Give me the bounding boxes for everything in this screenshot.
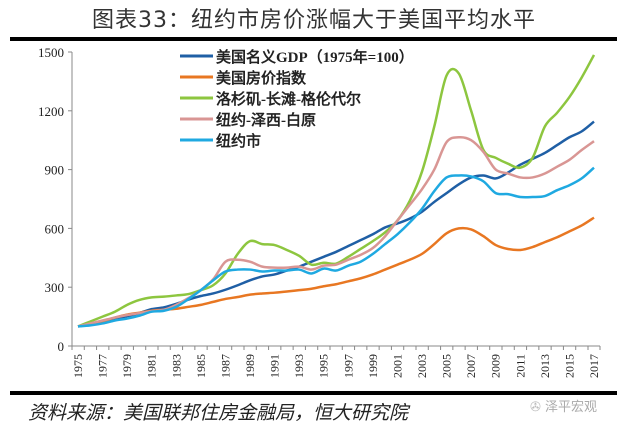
y-tick-label: 900 xyxy=(45,163,65,178)
x-tick-label: 1977 xyxy=(96,354,110,378)
x-tick-label: 1997 xyxy=(341,354,355,378)
x-tick-label: 1985 xyxy=(194,354,208,378)
x-tick-label: 1981 xyxy=(145,354,159,378)
x-tick-label: 1993 xyxy=(292,354,306,378)
x-tick-label: 1995 xyxy=(317,354,331,378)
x-tick-label: 1983 xyxy=(169,354,183,378)
watermark: ✇ 泽平宏观 xyxy=(530,396,597,415)
series-line-0 xyxy=(77,120,595,328)
x-tick-label: 2007 xyxy=(464,354,478,378)
y-tick-label: 0 xyxy=(58,339,65,354)
x-tick-label: 2017 xyxy=(587,354,601,378)
x-tick-label: 2011 xyxy=(513,354,527,378)
legend-label-4: 纽约市 xyxy=(216,132,261,150)
x-tick-label: 2005 xyxy=(440,354,454,378)
x-tick-label: 2001 xyxy=(390,354,404,378)
x-tick-label: 2013 xyxy=(538,354,552,378)
legend-label-1: 美国房价指数 xyxy=(216,69,307,87)
x-tick-label: 2003 xyxy=(415,354,429,378)
watermark-text: 泽平宏观 xyxy=(545,400,598,415)
y-tick-label: 600 xyxy=(45,221,65,236)
x-tick-label: 1991 xyxy=(268,354,282,378)
x-tick-label: 1999 xyxy=(366,354,380,378)
legend-label-3: 纽约-泽西-白原 xyxy=(216,111,316,129)
figure-title: 图表33：纽约市房价涨幅大于美国平均水平 xyxy=(92,8,536,33)
top-divider xyxy=(10,37,617,41)
source-note: 资料来源：美国联邦住房金融局，恒大研究院 xyxy=(28,402,409,424)
wechat-icon: ✇ xyxy=(530,400,541,415)
y-tick-label: 1500 xyxy=(38,45,64,60)
series-line-4 xyxy=(77,166,595,328)
legend-label-2: 洛杉矶-长滩-格伦代尔 xyxy=(216,90,361,108)
x-tick-label: 1989 xyxy=(243,354,257,378)
x-tick-label: 1979 xyxy=(120,354,134,378)
x-tick-label: 1975 xyxy=(71,354,85,378)
y-tick-label: 1200 xyxy=(38,104,64,119)
x-tick-label: 2015 xyxy=(562,354,576,378)
bottom-divider xyxy=(10,391,617,395)
legend-label-0: 美国名义GDP（1975年=100） xyxy=(216,48,414,66)
y-tick-label: 300 xyxy=(45,280,65,295)
x-tick-label: 1987 xyxy=(218,354,232,378)
x-tick-label: 2009 xyxy=(489,354,503,378)
line-chart: 0 300 600 900 1200 1500 1975 1977 1979 1981 1983 19… xyxy=(38,45,601,378)
